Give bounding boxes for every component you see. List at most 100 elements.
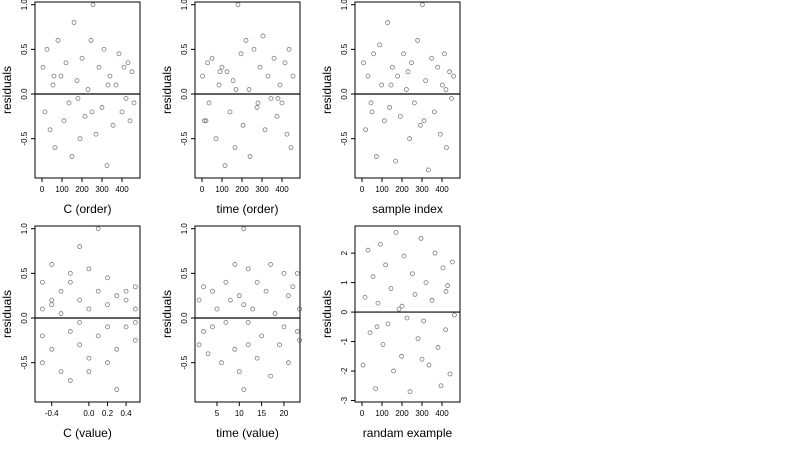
point (260, 33, 266, 39)
point (401, 51, 407, 57)
point (75, 96, 81, 101)
point (415, 336, 421, 342)
point (250, 306, 256, 312)
point (241, 387, 247, 392)
point (58, 369, 64, 375)
point (77, 297, 83, 303)
point (407, 389, 413, 395)
point (222, 163, 228, 168)
point (114, 346, 120, 352)
point (67, 279, 73, 285)
point (425, 167, 431, 173)
y-tick-label: 0.5 (340, 43, 349, 55)
point (241, 302, 247, 308)
point (362, 294, 368, 300)
point (89, 109, 95, 115)
x-tick-label: 0 (200, 185, 205, 194)
y-tick-label: 0.5 (20, 43, 29, 55)
point (131, 100, 137, 106)
x-tick-label: 400 (435, 185, 449, 194)
point (281, 270, 287, 276)
point (371, 51, 377, 57)
point (277, 82, 283, 88)
point (426, 362, 432, 368)
y-axis-label: residuals (320, 290, 334, 338)
point (397, 113, 403, 119)
point (69, 154, 75, 159)
point (50, 82, 56, 88)
point (88, 38, 94, 43)
point (254, 279, 260, 285)
point (79, 55, 85, 61)
point (388, 82, 394, 88)
point (254, 105, 260, 110)
point (77, 320, 83, 325)
point (286, 46, 292, 52)
point (409, 60, 415, 66)
point (123, 324, 129, 330)
point (421, 318, 427, 324)
y-tick-label: 0.5 (20, 267, 29, 279)
point (259, 333, 265, 339)
point (419, 2, 425, 8)
point (290, 284, 296, 290)
point (241, 226, 247, 232)
point (290, 73, 296, 79)
point (274, 113, 280, 119)
x-tick-label: 20 (279, 409, 288, 418)
point (268, 373, 273, 379)
x-tick-label: 400 (115, 185, 129, 194)
point (271, 55, 277, 61)
point (210, 324, 215, 330)
point (440, 265, 446, 271)
point (114, 293, 120, 299)
point (437, 131, 443, 137)
point (443, 87, 449, 92)
point (40, 306, 45, 312)
y-tick-label: -0.5 (20, 355, 29, 369)
x-axis-label: C (order) (63, 202, 111, 216)
y-tick-label: -0.5 (180, 355, 189, 369)
x-tick-label: 300 (255, 185, 269, 194)
point (257, 64, 263, 70)
point (125, 60, 131, 66)
point (431, 109, 437, 115)
point (121, 64, 127, 70)
point (294, 329, 300, 334)
point (254, 355, 260, 361)
point (297, 337, 302, 343)
point (265, 73, 271, 79)
point (443, 289, 449, 294)
point (275, 96, 281, 101)
x-tick-label: 300 (95, 185, 109, 194)
point (240, 122, 246, 128)
y-tick-label: 1.0 (180, 0, 189, 10)
point (235, 2, 241, 8)
point (232, 145, 238, 151)
point (447, 69, 453, 75)
y-tick-label: 1.0 (180, 223, 189, 235)
y-tick-label: 0.0 (340, 88, 349, 100)
point (49, 297, 55, 303)
point (209, 55, 215, 61)
point (40, 64, 46, 70)
point (95, 333, 101, 339)
point (132, 284, 138, 290)
y-tick-label: 0.0 (180, 312, 189, 324)
point (272, 311, 278, 316)
point (288, 145, 294, 151)
plot-frame (34, 225, 141, 403)
y-axis-label: residuals (0, 66, 14, 114)
point (40, 333, 45, 339)
y-tick-label: 0.5 (180, 267, 189, 279)
y-tick-label: 2 (340, 250, 349, 255)
point (404, 315, 410, 321)
point (417, 122, 423, 128)
point (297, 306, 302, 312)
point (367, 330, 373, 336)
point (52, 145, 58, 151)
x-tick-label: 200 (75, 185, 89, 194)
point (251, 46, 257, 52)
point (49, 302, 55, 308)
point (247, 154, 253, 159)
